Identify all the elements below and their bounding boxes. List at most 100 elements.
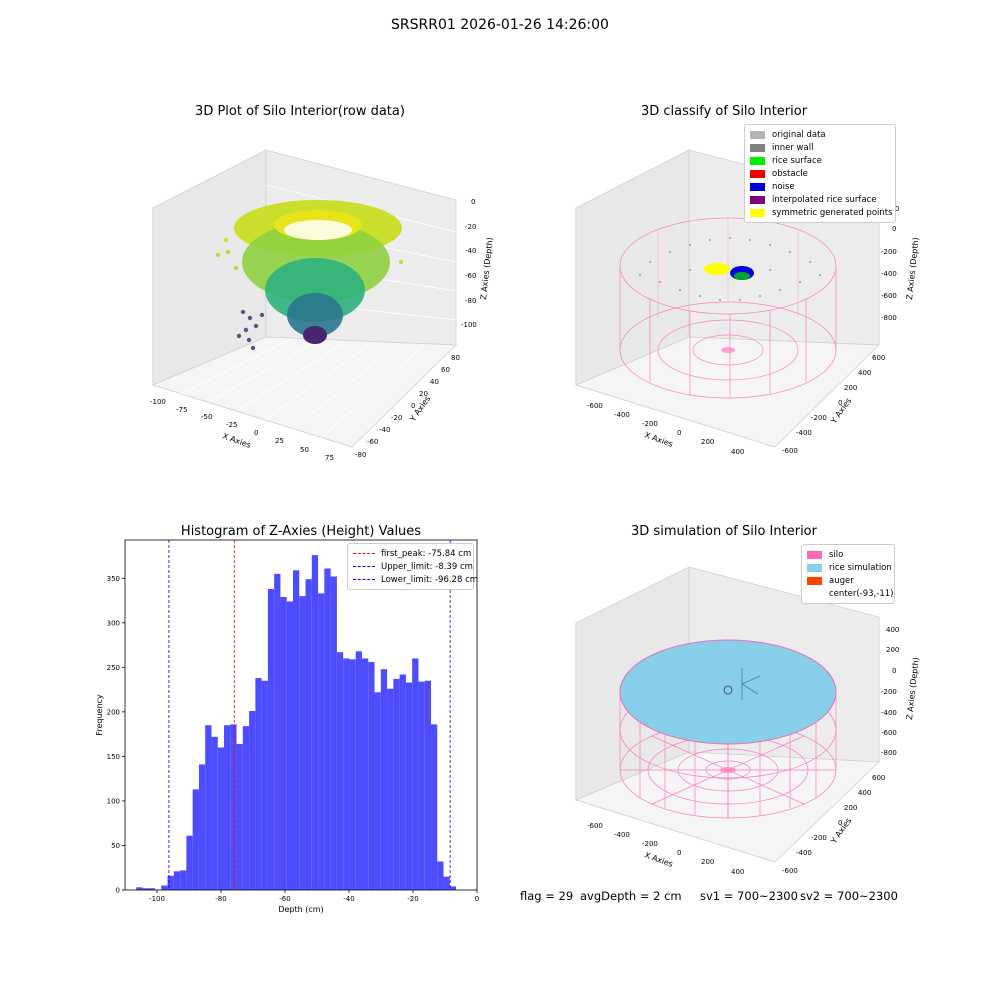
raw-3d-plot: 0 -20 -40 -60 -80 -100 Z Axies (Depth) -… [150, 149, 495, 462]
classify-xtick: 200 [701, 438, 714, 446]
classify-plot-title: 3D classify of Silo Interior [640, 104, 808, 119]
status-avg-depth: avgDepth = 2 cm [580, 889, 682, 903]
legend-swatch [750, 195, 765, 204]
legend-item: auger [807, 574, 889, 587]
legend-item: rice simulation [807, 561, 892, 574]
histogram-bar [236, 743, 243, 890]
histogram-bar [430, 724, 438, 890]
histogram-bar [355, 651, 362, 890]
histogram-legend: first_peak: -75.84 cm Upper_limit: -8.39… [347, 543, 478, 590]
classify-legend: original data inner wall rice surface ob… [744, 124, 896, 223]
classify-z-label: Z Axies (Depth) [905, 237, 921, 300]
histogram-reference-lines [168, 540, 451, 890]
histogram-bar [249, 710, 256, 890]
raw-ztick: -20 [465, 223, 476, 231]
y-tick-label: 350 [107, 575, 120, 583]
classify-ztick: -800 [881, 314, 897, 322]
legend-item: interpolated rice surface [750, 193, 890, 206]
legend-item: silo [807, 548, 889, 561]
histogram-bar [224, 725, 231, 890]
raw-ytick: 80 [451, 354, 460, 362]
classify-xtick: 400 [731, 448, 744, 456]
classify-y-ticks: 600 400 200 0 -200 -400 -600 [782, 354, 885, 455]
simulation-legend: silo rice simulation auger center(-93,-1… [801, 544, 895, 604]
simulation-x-label: X Axies [643, 850, 674, 869]
classify-x-label: X Axies [643, 430, 674, 449]
legend-line [353, 553, 375, 554]
simulation-xtick: -400 [614, 831, 630, 839]
histogram-bar [280, 596, 287, 890]
status-sv1: sv1 = 700~2300 [700, 889, 798, 903]
classify-ztick: -200 [881, 248, 897, 256]
simulation-ytick: 0 [838, 819, 842, 827]
classify-ztick: -400 [881, 270, 897, 278]
histogram-bar [148, 888, 156, 890]
histogram-bar [387, 688, 394, 890]
histogram-bar [192, 789, 199, 890]
x-tick-label: -40 [343, 895, 354, 903]
simulation-y-ticks: 600 400 200 0 -200 -400 -600 [782, 774, 885, 875]
status-flag: flag = 29 [520, 889, 574, 903]
classify-ytick: 0 [838, 399, 842, 407]
legend-item: rice surface [750, 154, 890, 167]
simulation-rice-surface [619, 639, 837, 745]
simulation-z-label: Z Axies (Depth) [905, 657, 921, 720]
histogram-title: Histogram of Z-Axies (Height) Values [180, 524, 422, 539]
legend-item: symmetric generated points [750, 206, 893, 219]
histogram-y-ticks: 0 50 100 150 200 250 300 350 [107, 575, 125, 895]
simulation-ytick: 200 [844, 804, 857, 812]
raw-ytick: -40 [379, 426, 390, 434]
histogram-bar [437, 861, 444, 890]
legend-item: inner wall [750, 141, 890, 154]
simulation-ztick: -200 [881, 688, 897, 696]
histogram-chart: -100 -80 -60 -40 -20 0 050100150200250300350 … [95, 539, 479, 914]
legend-item: obstacle [750, 167, 890, 180]
histogram-bar [142, 888, 149, 890]
legend-swatch [807, 576, 822, 585]
simulation-ytick: 400 [858, 789, 871, 797]
legend-line [353, 566, 375, 567]
y-tick-label: 0 [116, 887, 120, 895]
histogram-bar [449, 886, 457, 890]
raw-xtick: 0 [254, 429, 258, 437]
legend-swatch [807, 550, 822, 559]
legend-swatch [807, 589, 822, 598]
raw-xtick: 75 [325, 454, 334, 462]
simulation-ytick: -600 [782, 867, 798, 875]
legend-item: first_peak: -75.84 cm [353, 547, 471, 560]
raw-x-ticks: -100 -75 -50 -25 0 25 50 75 [150, 398, 334, 462]
raw-ytick: -20 [391, 414, 402, 422]
simulation-ztick: 200 [886, 646, 899, 654]
raw-xtick: -100 [150, 398, 166, 406]
simulation-ztick: 400 [886, 626, 899, 634]
raw-xtick: -50 [201, 413, 212, 421]
raw-ztick: -60 [465, 272, 476, 280]
legend-swatch [807, 563, 822, 572]
histogram-y-label: Frequency [95, 694, 104, 736]
classify-silo-wireframe [619, 217, 837, 399]
histogram-bar [405, 682, 413, 890]
simulation-xtick: -600 [587, 822, 603, 830]
raw-ytick: -80 [355, 451, 366, 459]
histogram-bar [242, 726, 250, 890]
legend-swatch [750, 143, 765, 152]
histogram-bar [374, 692, 381, 890]
classify-xtick: -600 [587, 402, 603, 410]
raw-ytick: 0 [411, 402, 415, 410]
x-tick-label: -20 [407, 895, 418, 903]
raw-xtick: -75 [176, 406, 187, 414]
raw-z-ticks: 0 -20 -40 -60 -80 -100 [461, 198, 477, 329]
histogram-bar [286, 601, 293, 890]
raw-plot-title: 3D Plot of Silo Interior(row data) [195, 104, 405, 119]
histogram-bar [305, 579, 312, 890]
histogram-bar [173, 871, 181, 890]
histogram-bar [255, 678, 262, 890]
legend-item: noise [750, 180, 890, 193]
histogram-bar [180, 870, 187, 890]
simulation-plot-title: 3D simulation of Silo Interior [631, 524, 817, 539]
raw-ytick: 40 [430, 378, 439, 386]
simulation-ytick: -400 [796, 849, 812, 857]
legend-swatch [750, 169, 765, 178]
histogram-bar [274, 573, 281, 890]
histogram-x-label: Depth (cm) [278, 905, 323, 914]
